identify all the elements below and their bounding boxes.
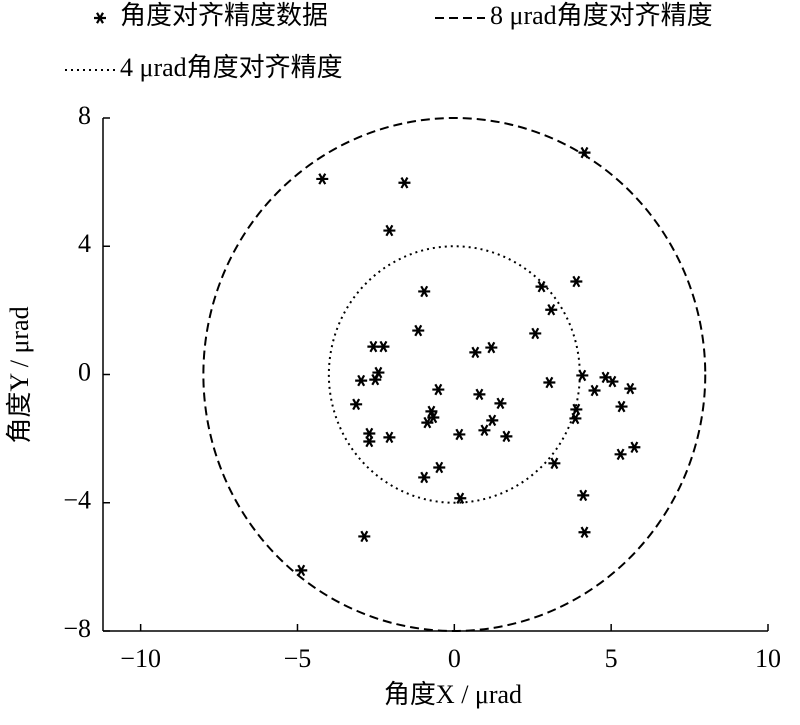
scatter-point <box>606 375 619 388</box>
y-tick-label: 4 <box>78 229 91 258</box>
scatter-point <box>295 564 308 577</box>
scatter-point <box>576 369 589 382</box>
x-tick-label: −5 <box>284 644 312 673</box>
scatter-point <box>614 448 627 461</box>
y-tick-label: 8 <box>78 101 91 130</box>
scatter-point <box>418 471 431 484</box>
scatter-point <box>398 176 411 189</box>
scatter-point <box>569 412 582 425</box>
scatter-point <box>548 457 561 470</box>
x-tick-label: 5 <box>605 644 618 673</box>
scatter-point <box>369 373 382 386</box>
scatter-point <box>478 424 491 437</box>
x-tick-label: 10 <box>755 644 781 673</box>
scatter-point <box>578 526 591 539</box>
scatter-point <box>355 374 368 387</box>
scatter-point <box>421 416 434 429</box>
legend-label: 8 μrad角度对齐精度 <box>490 1 713 30</box>
scatter-point <box>363 427 376 440</box>
scatter-point <box>412 324 425 337</box>
x-tick-label: 0 <box>448 644 461 673</box>
scatter-point <box>316 173 329 185</box>
scatter-point <box>473 388 486 401</box>
scatter-point <box>383 431 396 444</box>
scatter-point <box>418 285 431 298</box>
scatter-point <box>529 327 542 340</box>
scatter-point <box>432 383 445 396</box>
scatter-point <box>469 346 482 359</box>
y-tick-label: −4 <box>63 486 91 515</box>
x-axis-label: 角度X / μrad <box>384 680 522 709</box>
accuracy-circle <box>202 117 707 632</box>
scatter-point <box>577 489 590 502</box>
scatter-point <box>543 376 556 389</box>
scatter-point <box>454 492 467 505</box>
scatter-point <box>500 430 513 443</box>
scatter-point <box>535 280 548 293</box>
y-axis-label: 角度Y / μrad <box>5 306 34 443</box>
scatter-point <box>624 382 637 395</box>
legend-label: 角度对齐精度数据 <box>120 1 328 30</box>
y-tick-label: −8 <box>63 614 91 643</box>
scatter-point <box>545 303 558 316</box>
legend-label: 4 μrad角度对齐精度 <box>120 53 343 82</box>
scatter-point <box>433 461 446 474</box>
legend-marker <box>94 12 106 24</box>
scatter-point <box>453 428 466 441</box>
scatter-point <box>570 403 583 416</box>
scatter-point <box>486 414 499 427</box>
scatter-point <box>363 435 376 448</box>
scatter-point <box>367 340 380 353</box>
scatter-point <box>377 340 390 353</box>
x-tick-label: −10 <box>120 644 161 673</box>
scatter-point <box>485 341 498 354</box>
y-tick-label: 0 <box>78 357 91 386</box>
scatter-point <box>494 397 507 410</box>
scatter-point <box>358 530 371 543</box>
scatter-point <box>588 384 601 397</box>
scatter-point <box>570 275 583 288</box>
scatter-point <box>628 441 641 454</box>
scatter-point <box>425 405 438 418</box>
scatter-point <box>383 224 396 237</box>
scatter-point <box>615 400 628 413</box>
scatter-point <box>350 398 363 411</box>
accuracy-circle <box>327 245 581 504</box>
